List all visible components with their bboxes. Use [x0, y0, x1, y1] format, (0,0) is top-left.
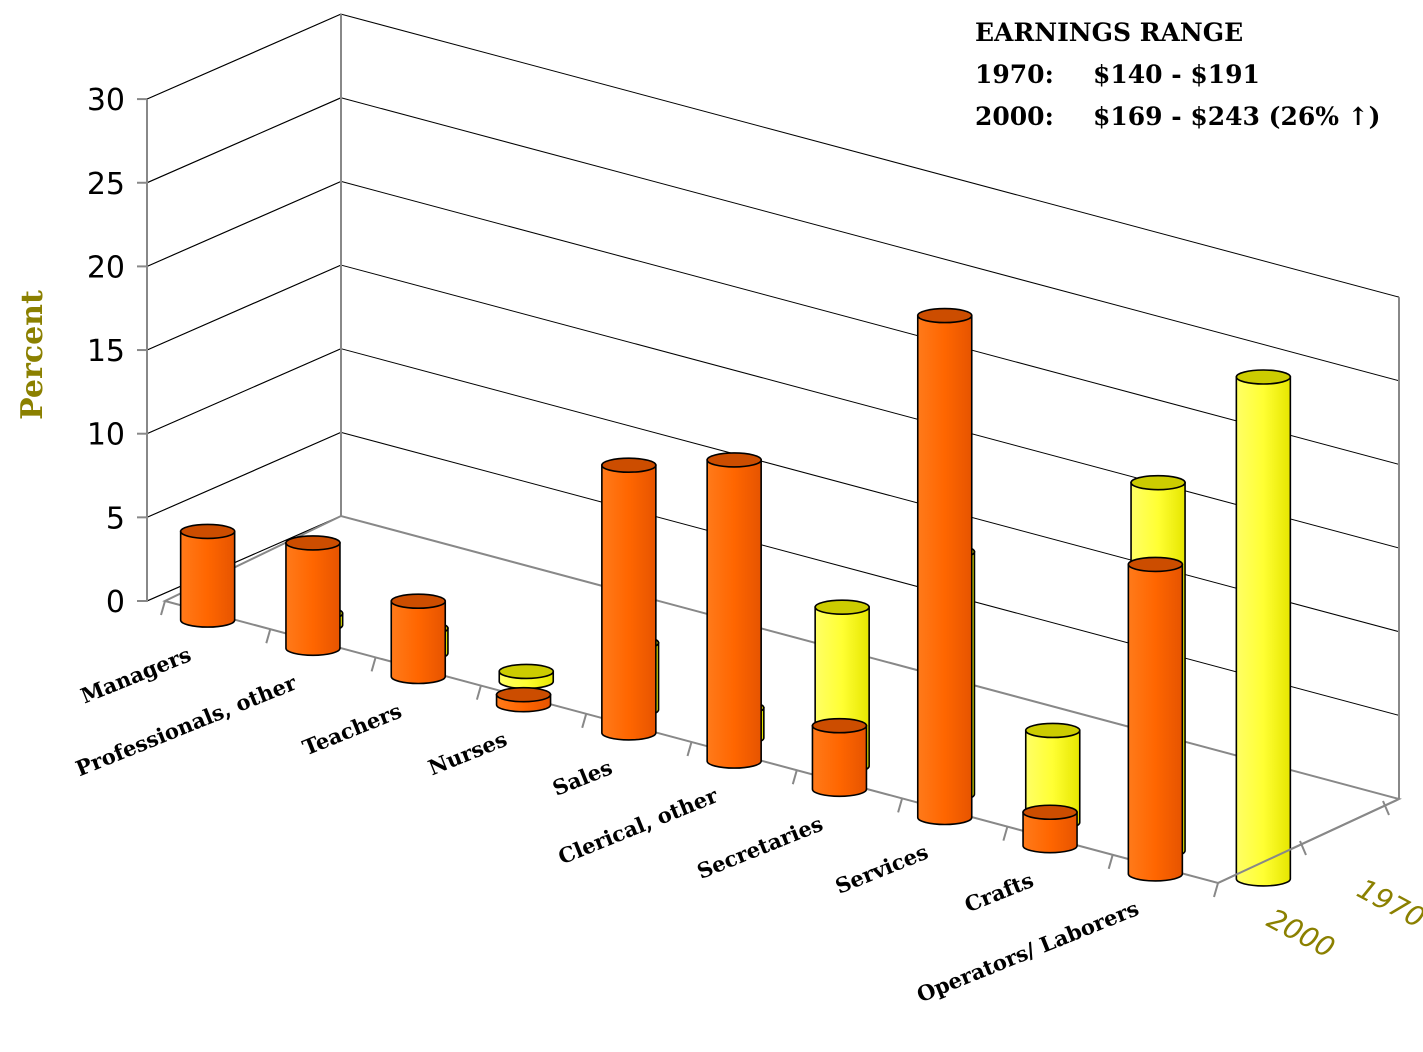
grid-back-10: [340, 348, 1400, 633]
y-tick-label: 0: [106, 585, 125, 620]
series-label-2000: 2000: [1262, 902, 1340, 965]
bar-2000-4: [601, 457, 657, 741]
y-axis-label: Percent: [15, 290, 50, 420]
category-label-3: Nurses: [425, 726, 511, 780]
y-tick-label: 30: [87, 83, 125, 118]
chart-bars: [179, 307, 1292, 887]
series-label-1970: 1970: [1352, 872, 1423, 935]
bar-1970-2: [498, 663, 555, 690]
category-label-0: Managers: [77, 642, 195, 709]
annotation-line-2000: 2000: $169 - $243 (26% ↑): [975, 96, 1381, 138]
annotation-2000-range: $169 - $243 (26% ↑): [1093, 102, 1381, 131]
bar-2000-9: [1127, 556, 1184, 882]
bar-2000-5: [706, 452, 762, 769]
y-tick-label: 20: [87, 250, 125, 285]
category-label-2: Teachers: [299, 698, 405, 760]
y-tick-label: 15: [87, 334, 125, 369]
bar-2000-0: [179, 523, 236, 628]
annotation-line-1970: 1970: $140 - $191: [975, 54, 1381, 96]
chart-grid: [146, 13, 1400, 800]
bar-1970-9: [1235, 369, 1292, 887]
earnings-annotation: EARNINGS RANGE 1970: $140 - $191 2000: $169 …: [975, 12, 1381, 138]
y-axis-ticks: 0 5 10 15 20 25 30: [87, 83, 147, 620]
category-label-4: Sales: [549, 754, 616, 800]
y-tick-label: 25: [87, 167, 125, 202]
annotation-2000-year: 2000:: [975, 102, 1054, 131]
bar-2000-7: [916, 307, 973, 826]
annotation-1970-year: 1970:: [975, 60, 1054, 89]
grid-back-15: [340, 264, 1400, 549]
grid-back-5: [340, 431, 1400, 716]
category-label-7: Services: [832, 839, 932, 899]
bar-2000-2: [390, 593, 447, 685]
category-label-9: Operators/ Laborers: [913, 895, 1142, 1007]
y-tick-label: 5: [106, 501, 125, 536]
grid-back-25: [340, 97, 1400, 382]
bar-2000-1: [285, 535, 341, 657]
annotation-title: EARNINGS RANGE: [975, 18, 1244, 47]
annotation-1970-range: $140 - $191: [1093, 60, 1260, 89]
category-label-6: Secretaries: [693, 811, 826, 884]
category-label-5: Clerical, other: [555, 782, 722, 869]
bar-2000-8: [1022, 804, 1078, 854]
bar-2000-6: [811, 717, 868, 798]
y-tick-label: 10: [87, 418, 125, 453]
category-label-8: Crafts: [961, 867, 1037, 917]
bar-2000-3: [495, 686, 552, 713]
grid-back-30: [340, 13, 1400, 298]
grid-back-20: [340, 180, 1400, 465]
